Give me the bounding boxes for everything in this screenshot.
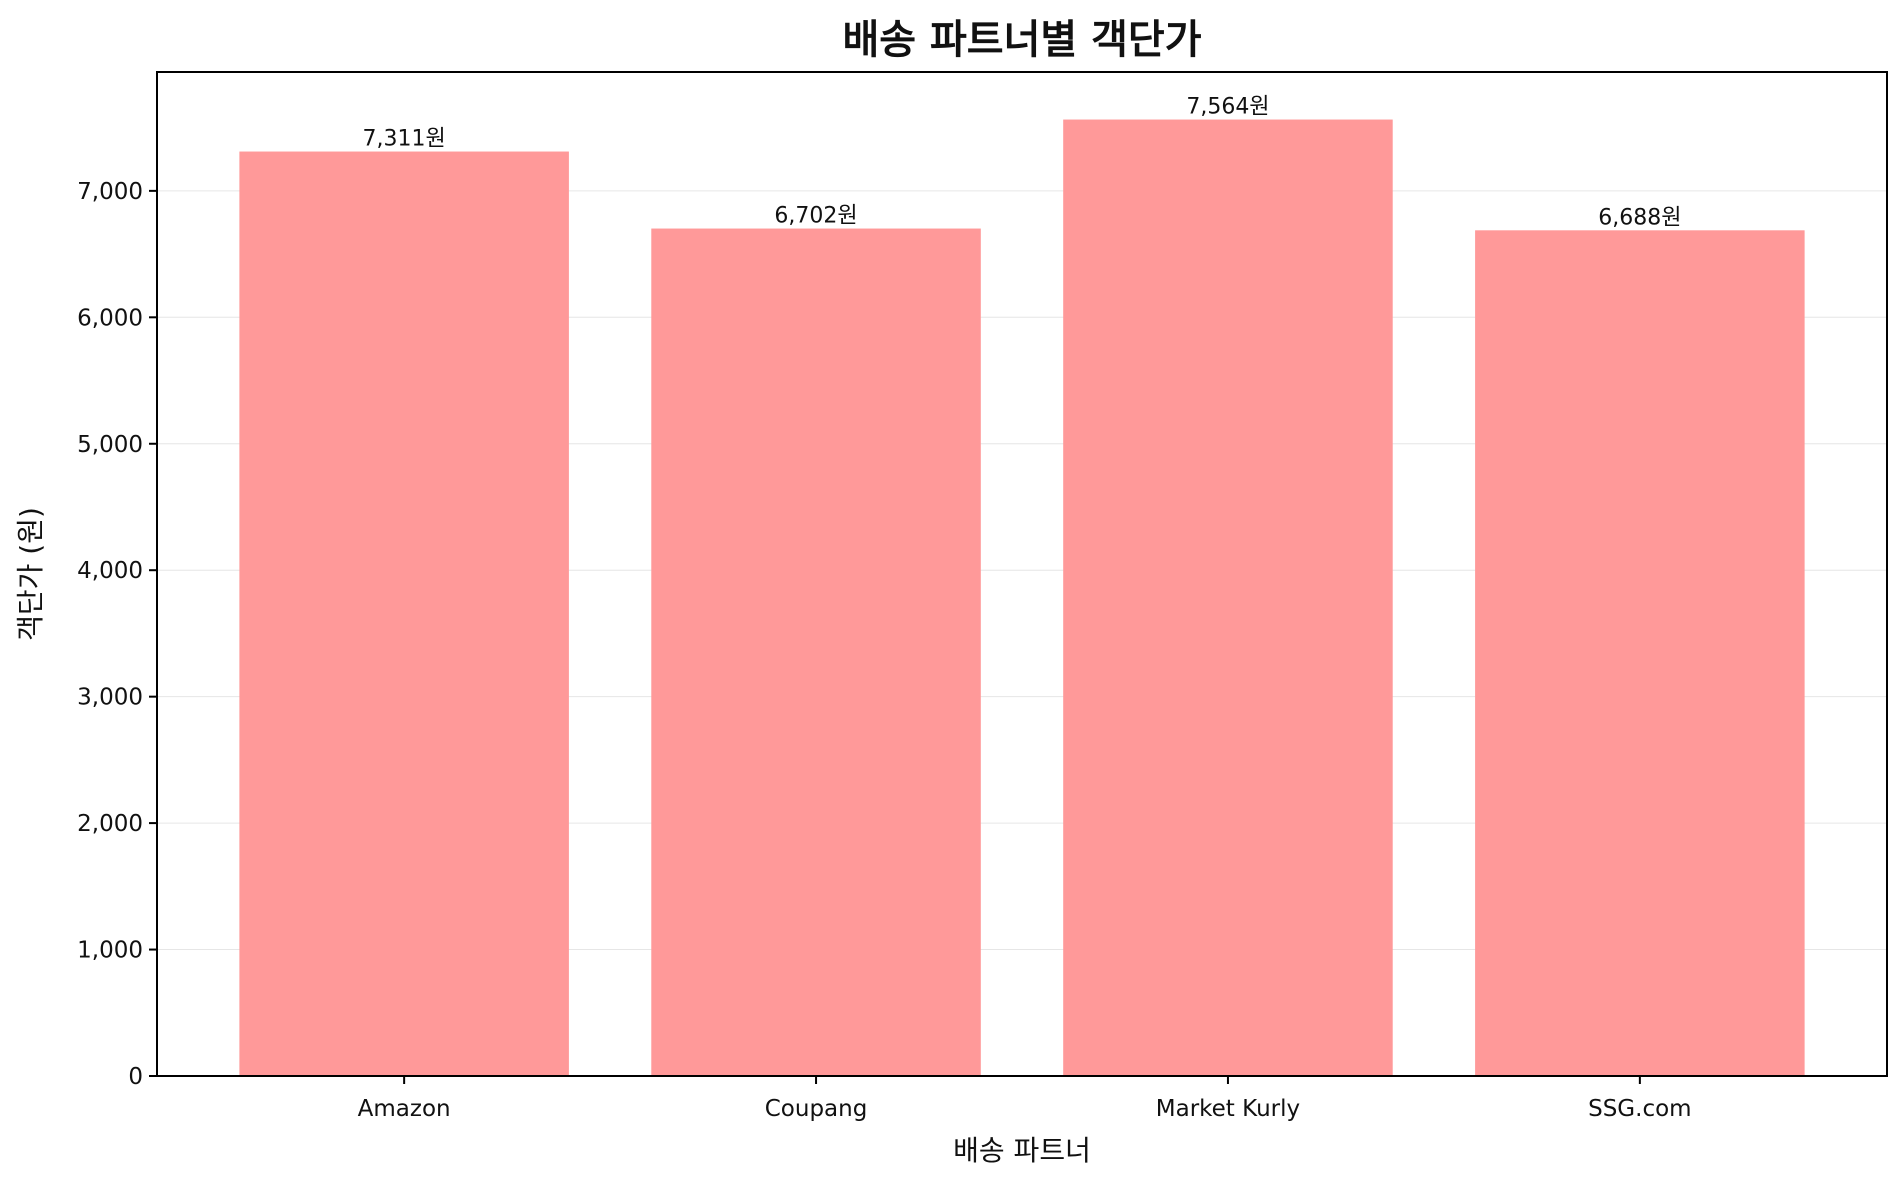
chart-title: 배송 파트너별 객단가 <box>842 17 1201 63</box>
x-tick-label: SSG.com <box>1588 1096 1691 1122</box>
x-tick-label: Market Kurly <box>1156 1096 1300 1122</box>
data-labels: 7,311원 6,702원 7,564원 6,688원 <box>363 95 1682 231</box>
bar <box>651 228 981 1076</box>
x-tick-label: Coupang <box>765 1096 868 1122</box>
bar-value-label: 7,311원 <box>363 127 446 152</box>
x-axis: Amazon Coupang Market Kurly SSG.com <box>358 1076 1692 1122</box>
bar-value-label: 7,564원 <box>1186 95 1269 120</box>
y-axis-title: 객단가 (원) <box>14 507 47 641</box>
y-tick-label: 3,000 <box>77 685 143 711</box>
y-axis: 0 1,000 2,000 3,000 4,000 5,000 6,000 7,000 <box>77 179 157 1090</box>
x-tick-label: Amazon <box>358 1096 451 1122</box>
y-tick-label: 2,000 <box>77 811 143 837</box>
bar <box>1475 230 1805 1076</box>
bar <box>1063 119 1393 1077</box>
y-tick-label: 1,000 <box>77 938 143 964</box>
y-tick-label: 0 <box>128 1064 143 1090</box>
bar-value-label: 6,702원 <box>774 204 857 229</box>
x-axis-title: 배송 파트너 <box>953 1134 1091 1167</box>
plot-frame <box>156 71 1888 1077</box>
y-tick-label: 4,000 <box>77 558 143 584</box>
bar <box>239 151 569 1077</box>
bars <box>239 119 1805 1077</box>
y-tick-label: 6,000 <box>77 305 143 331</box>
y-tick-label: 5,000 <box>77 432 143 458</box>
bar-value-label: 6,688원 <box>1598 205 1681 230</box>
y-tick-label: 7,000 <box>77 179 143 205</box>
